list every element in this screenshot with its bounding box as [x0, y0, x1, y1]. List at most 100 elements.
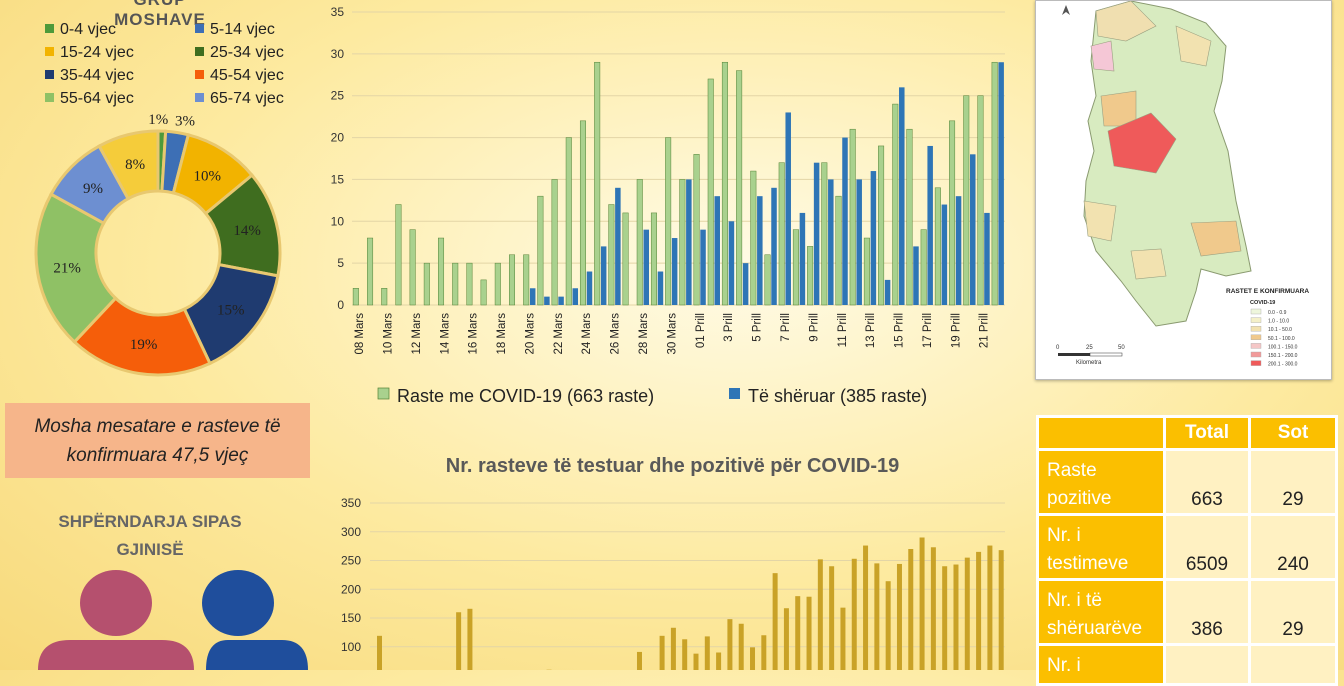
- bar-confirmed: [452, 263, 458, 305]
- stats-header-today: Sot: [1250, 417, 1337, 450]
- map-legend-label: 100.1 - 150.0: [1268, 344, 1298, 350]
- x-tick-label: 24 Mars: [581, 313, 593, 355]
- bar-recovered: [814, 163, 820, 305]
- bar-recovered: [757, 196, 763, 305]
- bar-confirmed: [921, 230, 927, 305]
- map-legend-label: 1.0 - 10.0: [1268, 319, 1289, 325]
- tests-bar: [637, 652, 642, 670]
- y-tick-label: 150: [341, 611, 361, 625]
- bar-confirmed: [637, 179, 643, 305]
- legend-label: 35-44 vjec: [60, 67, 134, 84]
- age-legend-item: 15-24 vjec: [45, 44, 134, 62]
- tests-bar: [942, 566, 947, 670]
- bar-confirmed: [964, 96, 970, 305]
- tests-bar: [671, 628, 676, 670]
- bar-recovered: [942, 205, 948, 305]
- bar-recovered: [573, 288, 579, 305]
- bar-recovered: [871, 171, 877, 305]
- legend-label: 25-34 vjec: [210, 44, 284, 61]
- stats-today-cell: [1250, 645, 1337, 685]
- bar-recovered: [544, 297, 550, 305]
- tests-bar: [987, 546, 992, 670]
- bar-confirmed: [907, 129, 913, 305]
- bar-confirmed: [736, 71, 742, 305]
- bar-confirmed: [623, 213, 629, 305]
- bar-recovered: [714, 196, 720, 305]
- map-legend-subtitle: COVID-19: [1250, 300, 1275, 306]
- y-tick-label: 0: [337, 298, 344, 312]
- donut-slice-label: 19%: [130, 337, 158, 353]
- legend-swatch: [195, 70, 204, 79]
- x-tick-label: 7 Prill: [780, 313, 792, 342]
- gender-title: SHPËRNDARJA SIPAS GJINISË: [30, 508, 270, 564]
- bar-confirmed: [410, 230, 416, 305]
- age-legend-item: 0-4 vjec: [45, 21, 116, 39]
- tests-bar: [965, 558, 970, 670]
- bar-confirmed: [594, 62, 600, 305]
- y-tick-label: 25: [331, 89, 345, 103]
- bar-confirmed: [836, 196, 842, 305]
- x-tick-label: 20 Mars: [524, 313, 536, 355]
- bar-confirmed: [765, 255, 771, 305]
- bar-confirmed: [822, 163, 828, 305]
- y-tick-label: 10: [331, 214, 345, 228]
- bar-confirmed: [566, 138, 572, 305]
- bar-confirmed: [396, 205, 402, 305]
- bar-recovered: [672, 238, 678, 305]
- legend-swatch: [45, 70, 54, 79]
- bar-recovered: [700, 230, 706, 305]
- bar-confirmed: [878, 146, 884, 305]
- bar-recovered: [984, 213, 990, 305]
- map-legend-swatch: [1251, 335, 1261, 340]
- stats-row: Raste pozitive 663 29: [1038, 450, 1337, 515]
- donut-slice-label: 10%: [194, 168, 222, 184]
- stats-total-cell: 6509: [1165, 515, 1250, 580]
- age-legend-item: 55-64 vjec: [45, 90, 134, 108]
- x-tick-label: 01 Prill: [695, 313, 707, 348]
- legend-swatch: [729, 388, 740, 399]
- scale-label: 50: [1118, 345, 1125, 351]
- tests-bar: [773, 573, 778, 670]
- legend-swatch: [45, 24, 54, 33]
- bar-recovered: [558, 297, 564, 305]
- bar-recovered: [587, 272, 593, 305]
- bar-confirmed: [353, 288, 359, 305]
- bar-recovered: [644, 230, 650, 305]
- tests-bar: [829, 566, 834, 670]
- bar-confirmed: [580, 121, 586, 305]
- tests-bar: [840, 608, 845, 670]
- y-tick-label: 350: [341, 496, 361, 510]
- bar-recovered: [842, 138, 848, 305]
- stats-today-cell: 29: [1250, 580, 1337, 645]
- tests-bar: [750, 647, 755, 670]
- tests-bar: [863, 546, 868, 670]
- donut-slice-label: 14%: [233, 223, 261, 239]
- x-tick-label: 17 Prill: [922, 313, 934, 348]
- map-legend-label: 50.1 - 100.0: [1268, 336, 1295, 342]
- bar-confirmed: [978, 96, 984, 305]
- tests-bar: [852, 559, 857, 670]
- stats-today-cell: 29: [1250, 450, 1337, 515]
- bar-confirmed: [509, 255, 515, 305]
- bar-confirmed: [552, 179, 558, 305]
- tests-bar: [784, 608, 789, 670]
- tests-bar: [761, 635, 766, 670]
- tests-bar: [467, 609, 472, 670]
- bar-confirmed: [367, 238, 373, 305]
- x-tick-label: 15 Prill: [894, 313, 906, 348]
- tests-bar: [897, 564, 902, 670]
- x-tick-label: 21 Prill: [979, 313, 991, 348]
- y-tick-label: 30: [331, 47, 345, 61]
- legend-label: 55-64 vjec: [60, 90, 134, 107]
- stats-total-cell: 663: [1165, 450, 1250, 515]
- age-donut-chart: 1%3%10%14%15%19%21%9%8%: [20, 110, 300, 410]
- donut-slice-label: 15%: [217, 302, 245, 318]
- tests-bar: [999, 550, 1004, 670]
- bar-recovered: [743, 263, 749, 305]
- x-tick-label: 14 Mars: [439, 313, 451, 355]
- female-figure-icon: [38, 570, 194, 670]
- map-legend-swatch: [1251, 309, 1261, 314]
- legend-swatch: [378, 388, 389, 399]
- tests-bar: [660, 636, 665, 670]
- bar-confirmed: [751, 171, 757, 305]
